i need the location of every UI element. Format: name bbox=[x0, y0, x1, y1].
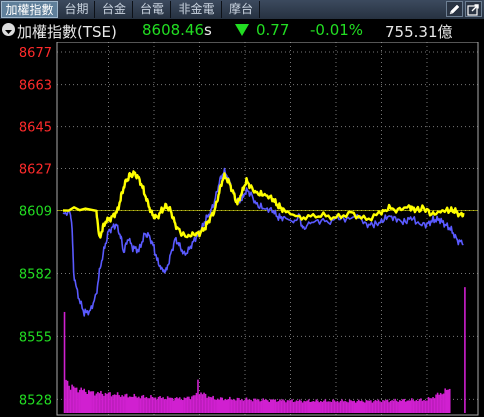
pencil-icon[interactable] bbox=[446, 1, 463, 17]
tab-non-finance-electronics[interactable]: 非金電 bbox=[172, 1, 222, 18]
y-tick-label: 8663 bbox=[19, 79, 52, 94]
price-change-percent: -0.01% bbox=[310, 21, 364, 39]
export-icon[interactable] bbox=[465, 1, 482, 17]
y-tick-label: 8627 bbox=[19, 163, 52, 178]
y-tick-label: 8677 bbox=[19, 46, 52, 61]
last-price-value: 8608.46 bbox=[142, 21, 205, 39]
price-change: 0.77 bbox=[256, 21, 290, 39]
tab-finance-index[interactable]: 台金 bbox=[96, 1, 133, 18]
y-tick-label: 8609 bbox=[19, 205, 52, 220]
trade-volume: 755.31億 bbox=[385, 23, 453, 41]
tab-electronics-index[interactable]: 台電 bbox=[134, 1, 171, 18]
plot-border bbox=[56, 42, 479, 416]
y-tick-label: 8645 bbox=[19, 121, 52, 136]
chart-series bbox=[62, 167, 465, 317]
y-tick-label: 8555 bbox=[19, 330, 52, 345]
volume-bars bbox=[63, 287, 466, 413]
down-arrow-icon bbox=[235, 24, 249, 36]
price-suffix: s bbox=[204, 21, 212, 39]
tab-msci-taiwan[interactable]: 摩台 bbox=[223, 1, 260, 18]
y-tick-label: 8582 bbox=[19, 267, 52, 282]
y-axis-labels: 8677 8663 8645 8627 8609 8582 8555 8528 bbox=[19, 46, 52, 408]
index-line bbox=[62, 170, 465, 239]
tab-weighted-index[interactable]: 加權指數 bbox=[1, 1, 58, 18]
last-price: 8608.46s bbox=[142, 21, 212, 39]
tab-bar: 加權指數 台期 台金 台電 非金電 摩台 bbox=[0, 0, 484, 20]
chart-frame bbox=[56, 42, 479, 416]
index-name: 加權指數(TSE) bbox=[17, 23, 117, 41]
chart-grid bbox=[57, 42, 478, 415]
tab-taiwan-futures[interactable]: 台期 bbox=[59, 1, 95, 18]
y-tick-label: 8528 bbox=[19, 393, 52, 408]
quote-bar: 加權指數(TSE) 8608.46s 0.77 -0.01% 755.31億 bbox=[0, 19, 484, 42]
chevron-down-icon[interactable] bbox=[2, 23, 15, 36]
intraday-chart: 8677 8663 8645 8627 8609 8582 8555 8528 bbox=[19, 42, 479, 416]
